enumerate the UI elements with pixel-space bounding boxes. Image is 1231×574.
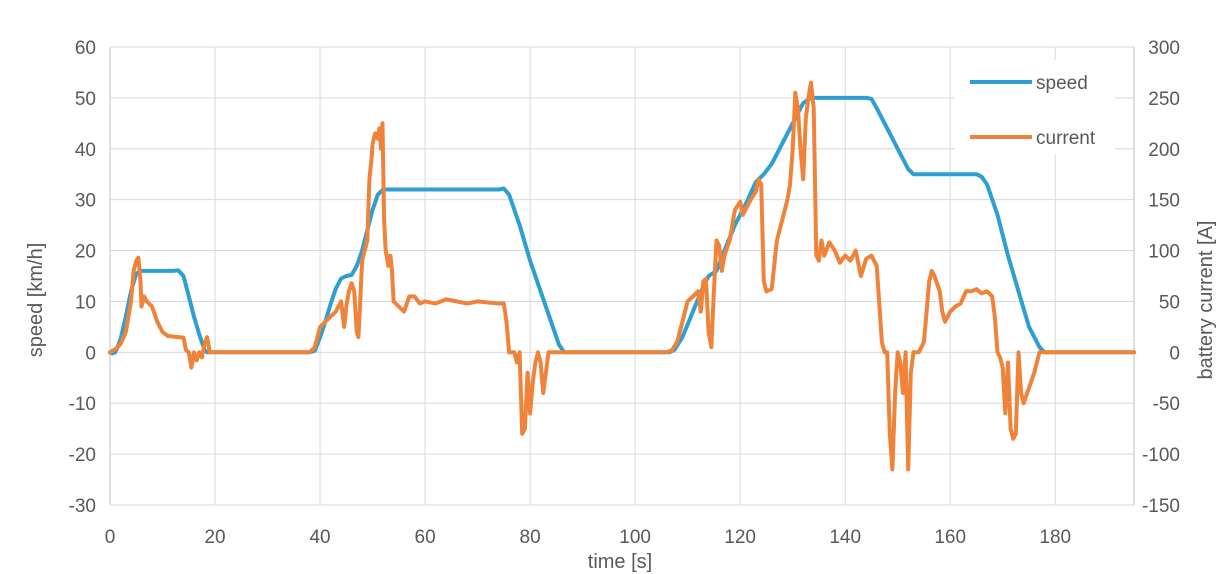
x-axis-label: time [s] xyxy=(588,551,652,573)
y2-tick-label: 0 xyxy=(1169,343,1180,364)
x-tick-label: 180 xyxy=(1039,527,1071,548)
legend-background xyxy=(955,60,1115,155)
x-tick-label: 160 xyxy=(934,527,966,548)
x-tick-label: 60 xyxy=(415,527,436,548)
series-line-speed xyxy=(108,95,1136,356)
x-tick-label: 40 xyxy=(309,527,330,548)
y2-axis-label: battery current [A] xyxy=(1195,221,1217,380)
y2-tick-label: 200 xyxy=(1148,140,1180,161)
x-axis-ticks: 0 20 40 60 80 100 120 140 160 180 xyxy=(105,527,1071,548)
legend: speed current xyxy=(955,60,1115,155)
y2-tick-label: 50 xyxy=(1159,292,1180,313)
y2-tick-label: 150 xyxy=(1148,191,1180,212)
y2-tick-label: 300 xyxy=(1148,38,1180,59)
y-tick-label: 0 xyxy=(85,343,96,364)
legend-label-speed: speed xyxy=(1036,73,1088,94)
y2-tick-label: -50 xyxy=(1153,394,1180,415)
y2-tick-label: -100 xyxy=(1142,445,1180,466)
y2-tick-label: 100 xyxy=(1148,242,1180,263)
x-tick-label: 80 xyxy=(520,527,541,548)
x-tick-label: 20 xyxy=(204,527,225,548)
y-tick-label: 10 xyxy=(75,292,96,313)
x-tick-label: 140 xyxy=(829,527,861,548)
y-tick-label: -20 xyxy=(69,445,96,466)
x-tick-label: 0 xyxy=(105,527,116,548)
gridlines xyxy=(109,46,1135,506)
y-tick-label: 40 xyxy=(75,140,96,161)
right-axis-ticks: -150 -100 -50 0 50 100 150 200 250 300 xyxy=(1142,38,1180,517)
left-axis-ticks: -30 -20 -10 0 10 20 30 40 50 60 xyxy=(69,38,96,517)
y-axis-label: speed [km/h] xyxy=(25,243,47,358)
series-lines xyxy=(108,80,1136,472)
y-tick-label: 60 xyxy=(75,38,96,59)
y-tick-label: 20 xyxy=(75,242,96,263)
y2-tick-label: -150 xyxy=(1142,496,1180,517)
legend-label-current: current xyxy=(1036,128,1096,149)
y2-tick-label: 250 xyxy=(1148,89,1180,110)
series-line-current xyxy=(108,80,1136,472)
y-tick-label: 50 xyxy=(75,89,96,110)
y-tick-label: 30 xyxy=(75,191,96,212)
y-tick-label: -10 xyxy=(69,394,96,415)
x-tick-label: 100 xyxy=(619,527,651,548)
x-tick-label: 120 xyxy=(724,527,756,548)
y-tick-label: -30 xyxy=(69,496,96,517)
